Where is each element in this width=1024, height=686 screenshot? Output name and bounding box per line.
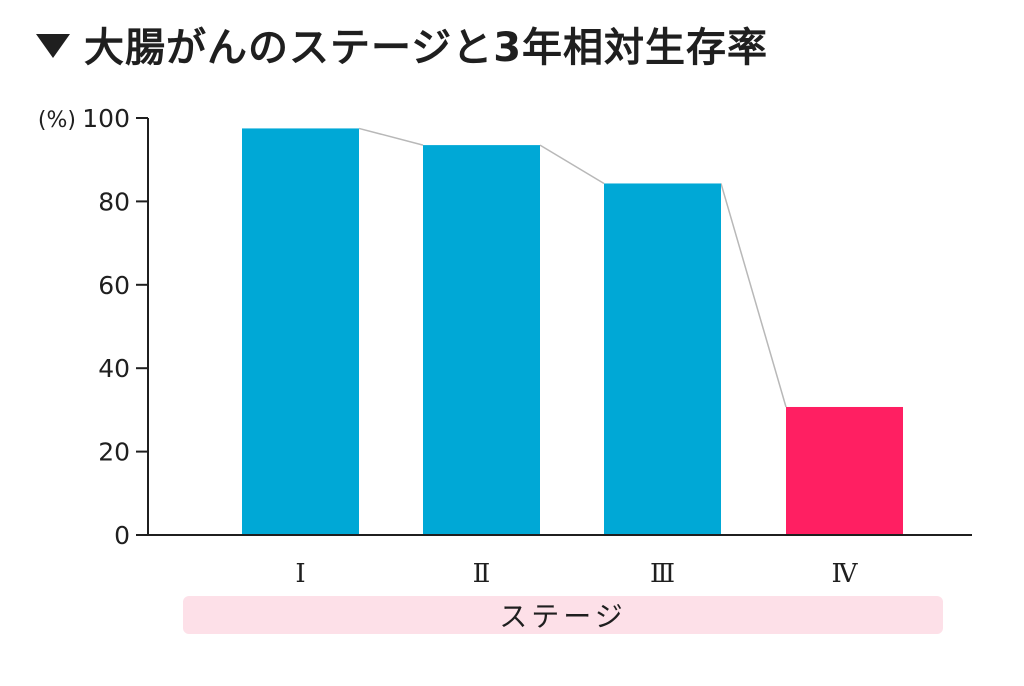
connector-line — [358, 127, 424, 146]
y-axis-unit-label: (%) — [38, 108, 76, 133]
y-tick-label: 20 — [98, 438, 130, 467]
x-tick-label: Ⅱ — [473, 559, 491, 589]
bar-1 — [242, 128, 359, 536]
y-tick-label: 0 — [114, 521, 130, 550]
y-tick-label: 80 — [98, 187, 130, 216]
y-tick-label: 100 — [82, 104, 130, 133]
y-tick-label: 60 — [98, 271, 130, 300]
x-axis-label: ステージ — [183, 596, 943, 634]
x-tick-label: Ⅰ — [295, 559, 305, 589]
y-tick-label: 40 — [98, 354, 130, 383]
chart-title-text: 大腸がんのステージと3年相対生存率 — [84, 25, 769, 71]
bar-3 — [604, 183, 721, 535]
bar-4 — [786, 406, 903, 535]
bar-2 — [423, 145, 540, 536]
triangle-down-icon — [36, 34, 70, 58]
connector-line — [539, 144, 605, 185]
x-tick-label: Ⅲ — [650, 559, 675, 589]
chart-title: 大腸がんのステージと3年相対生存率 — [36, 14, 768, 74]
connector-line — [720, 183, 787, 408]
x-tick-label: Ⅳ — [832, 559, 859, 589]
